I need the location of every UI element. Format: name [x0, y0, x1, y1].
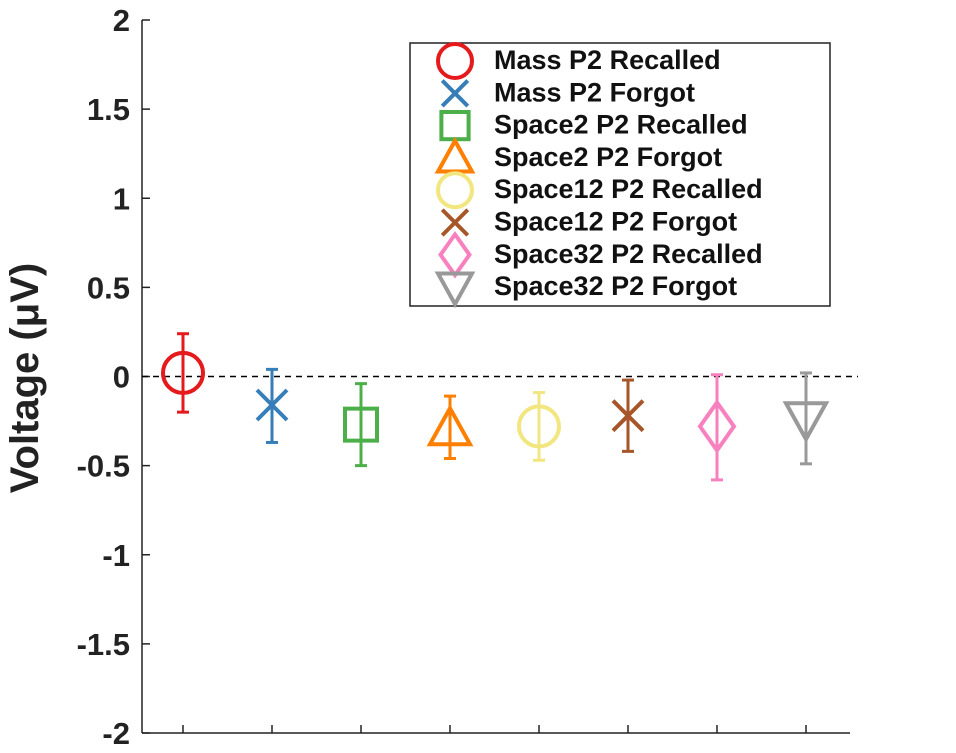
legend-label: Mass P2 Recalled [494, 45, 721, 75]
marker-triangle-down [782, 401, 830, 444]
y-tick-label: 0.5 [87, 270, 130, 305]
y-axis-label: Voltage (μV) [3, 263, 47, 493]
marker-square [343, 406, 379, 443]
y-tick-label: 2 [113, 3, 130, 38]
y-tick-label: -2 [102, 716, 130, 751]
marker-x-stroke [440, 208, 470, 237]
marker-circle [517, 404, 561, 449]
data-point-1 [161, 332, 205, 414]
marker-diamond [697, 398, 737, 454]
legend-entry-3: Space2 P2 Recalled [439, 110, 748, 142]
legend-label: Space2 P2 Recalled [494, 110, 748, 140]
y-tick-label: -1.5 [77, 627, 130, 662]
marker-x-stroke [255, 388, 289, 422]
legend-entry-6: Space12 P2 Forgot [440, 207, 737, 237]
chart-marks [161, 332, 830, 482]
marker-circle [436, 42, 474, 80]
legend-box [409, 42, 831, 307]
legend-entry-5: Space12 P2 Recalled [436, 171, 763, 210]
marker-triangle-up [426, 404, 474, 447]
legend-label: Space12 P2 Recalled [494, 174, 763, 204]
marker-x-stroke [440, 79, 470, 108]
data-point-5 [517, 391, 561, 462]
y-tick-label: 1 [113, 181, 130, 216]
marker-triangle-down [434, 271, 476, 309]
marker-x-stroke [611, 399, 645, 433]
legend-entry-8: Space32 P2 Forgot [434, 271, 737, 309]
marker-circle [161, 350, 205, 395]
legend-entry-1: Mass P2 Recalled [436, 42, 721, 80]
data-point-7 [697, 373, 737, 482]
legend-label: Space32 P2 Forgot [494, 271, 737, 301]
marker-circle [436, 171, 474, 210]
legend-label: Space2 P2 Forgot [494, 142, 722, 172]
legend-entry-2: Mass P2 Forgot [440, 77, 695, 108]
data-point-8 [782, 371, 830, 466]
legend-label: Space32 P2 Recalled [494, 239, 763, 269]
y-tick-label: 1.5 [87, 92, 130, 127]
axes: -2 -1.5 -1 -0.5 0 0.5 1 1.5 2 [77, 3, 858, 751]
data-point-3 [343, 382, 379, 468]
legend-label: Space12 P2 Forgot [494, 207, 737, 237]
data-point-4 [426, 394, 474, 460]
legend-label: Mass P2 Forgot [494, 77, 695, 107]
y-tick-label: -1 [102, 538, 130, 573]
y-tick-label: 0 [113, 360, 130, 395]
y-tick-label: -0.5 [77, 449, 130, 484]
data-point-2 [255, 367, 289, 444]
data-point-6 [611, 378, 645, 453]
